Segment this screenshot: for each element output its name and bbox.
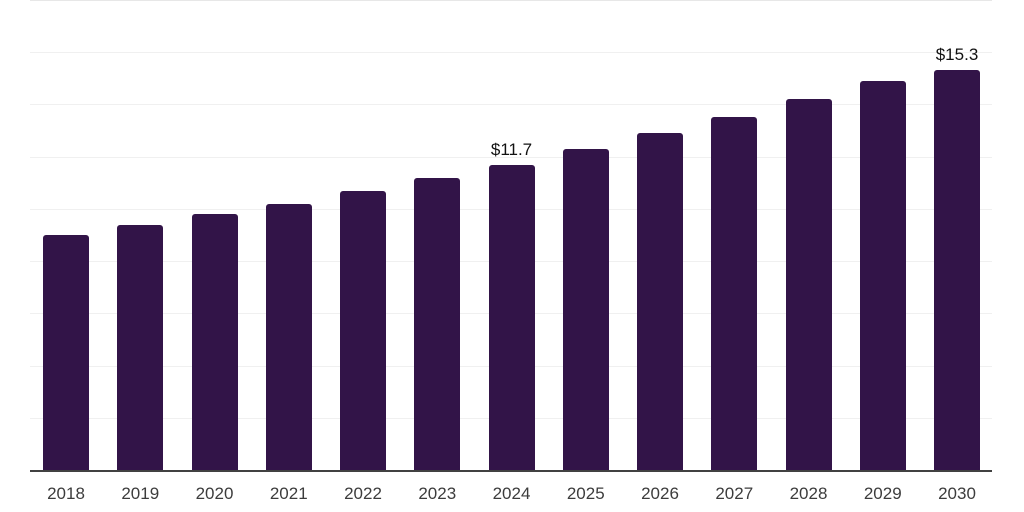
- bar-2019: [117, 225, 163, 470]
- bar-2022: [340, 191, 386, 470]
- x-tick-label-2021: 2021: [269, 484, 308, 503]
- x-tick-label-2030: 2030: [938, 484, 976, 503]
- x-axis-line: [30, 470, 992, 472]
- bar-2028: [786, 99, 832, 470]
- x-tick-label-2026: 2026: [641, 484, 679, 503]
- plot-area: $11.7 $15.3: [30, 0, 992, 470]
- x-tick-label-2023: 2023: [418, 484, 457, 503]
- value-label-2030: $15.3: [935, 45, 979, 64]
- bar-2027: [711, 117, 757, 470]
- x-tick-label-2029: 2029: [863, 484, 902, 503]
- gridline-y-12: [30, 157, 992, 158]
- x-tick-label-2019: 2019: [121, 484, 160, 503]
- bar-2029: [860, 81, 906, 470]
- bar-2030: [934, 70, 980, 470]
- bar-2018: [43, 235, 89, 470]
- x-tick-label-2020: 2020: [195, 484, 234, 503]
- value-label-2024: $11.7: [490, 140, 533, 159]
- x-tick-label-2028: 2028: [789, 484, 828, 503]
- x-tick-label-2027: 2027: [715, 484, 754, 503]
- gridline-y-16: [30, 52, 992, 53]
- x-tick-label-2025: 2025: [566, 484, 605, 503]
- bar-2026: [637, 133, 683, 470]
- bar-2025: [563, 149, 609, 470]
- x-tick-label-2018: 2018: [47, 484, 85, 503]
- bar-2024: [489, 165, 535, 470]
- gridline-y-14: [30, 104, 992, 105]
- bar-2020: [192, 214, 238, 470]
- gridline-y-18: [30, 0, 992, 1]
- bar-2023: [414, 178, 460, 470]
- x-tick-label-2022: 2022: [344, 484, 382, 503]
- bar-2021: [266, 204, 312, 470]
- x-tick-label-2024: 2024: [492, 484, 531, 503]
